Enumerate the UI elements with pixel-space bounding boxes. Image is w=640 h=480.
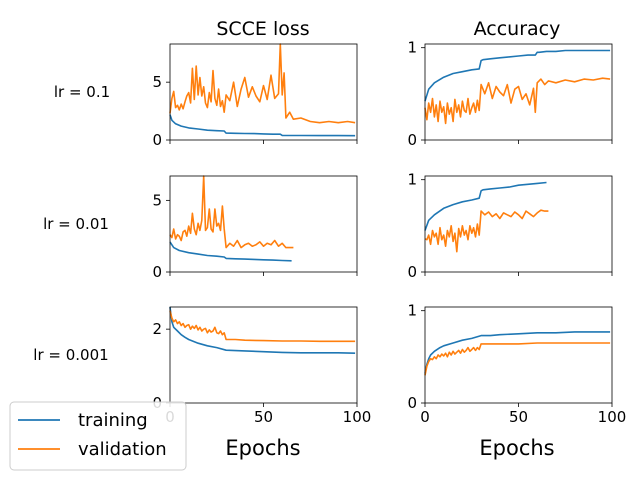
y-tick-label-r1c2-0: 0 — [407, 131, 417, 149]
subplot-r1c2: 01 — [407, 39, 613, 149]
series-line-validation-r2c1 — [169, 175, 294, 249]
row-label-lr-0-1: lr = 0.1 — [54, 83, 110, 101]
x-tick-label-r3c2-50: 50 — [509, 408, 528, 426]
series-line-training-r2c2 — [424, 181, 547, 231]
x-tick-label-r3c2-0: 0 — [420, 408, 430, 426]
row-label-lr-0-01: lr = 0.01 — [43, 215, 109, 233]
subplot-r2c1: 05 — [152, 175, 358, 281]
y-tick-label-r2c2-1: 1 — [407, 171, 417, 189]
y-tick-label-r1c2-1: 1 — [407, 39, 417, 57]
subplot-r2c2: 01 — [407, 171, 613, 281]
x-axis-label-accuracy: Epochs — [479, 436, 554, 460]
subplot-r1c1: 05 — [152, 43, 358, 149]
series-line-validation-r1c1 — [169, 43, 356, 124]
legend: training validation — [9, 401, 187, 471]
y-tick-label-r2c1-0: 0 — [152, 263, 162, 281]
y-tick-label-r3c2-1: 1 — [407, 302, 417, 320]
y-tick-label-r2c1-5: 5 — [152, 191, 162, 209]
legend-label-validation: validation — [78, 439, 167, 460]
series-line-validation-r3c2 — [424, 342, 611, 376]
series-line-validation-r1c2 — [424, 77, 611, 125]
legend-label-training: training — [78, 410, 148, 431]
series-line-training-r1c1 — [169, 114, 356, 137]
y-tick-label-r1c1-5: 5 — [152, 73, 162, 91]
x-tick-label-r3c1-100: 100 — [343, 408, 372, 426]
subplot-r3c2: 0 50 100 0 1 — [407, 302, 626, 426]
y-tick-label-r2c2-0: 0 — [407, 263, 417, 281]
series-line-validation-r2c2 — [424, 209, 549, 253]
y-tick-label-r3c2-0: 0 — [407, 394, 417, 412]
row-label-lr-0-001: lr = 0.001 — [33, 346, 108, 364]
x-tick-label-r3c2-100: 100 — [598, 408, 627, 426]
legend-box — [9, 401, 187, 471]
column-title-accuracy: Accuracy — [474, 18, 561, 40]
series-line-training-r3c2 — [424, 331, 611, 374]
y-tick-label-r1c1-0: 0 — [152, 131, 162, 149]
y-tick-label-r3c1-2: 2 — [152, 320, 162, 338]
series-line-training-r2c1 — [169, 241, 292, 262]
x-axis-label-loss: Epochs — [225, 436, 300, 460]
subplot-r3c1: 05010002 — [152, 306, 372, 426]
subplot-grid: 050105010501000205010001 — [152, 39, 626, 426]
series-line-validation-r3c1 — [169, 310, 356, 343]
series-line-training-r1c2 — [424, 49, 611, 102]
column-title-loss: SCCE loss — [216, 18, 309, 40]
x-tick-label-r3c1-50: 50 — [254, 408, 273, 426]
series-line-training-r3c1 — [169, 306, 356, 354]
